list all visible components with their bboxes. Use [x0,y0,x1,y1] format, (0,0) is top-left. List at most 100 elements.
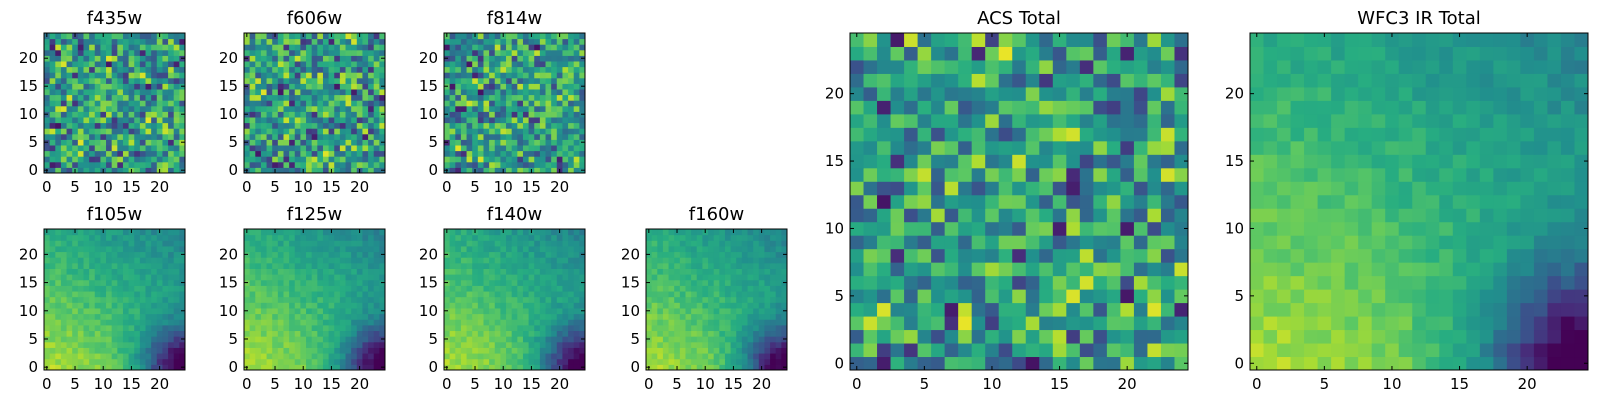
heatmap-cell [522,94,530,101]
heatmap-cell [272,100,279,107]
heatmap-cell [646,234,653,241]
y-tick-label: 0 [228,161,238,179]
heatmap-cell [145,128,152,135]
heatmap-cell [249,302,256,309]
heatmap-cell [362,291,369,298]
heatmap-cell [117,38,124,45]
heatmap-cell [1160,194,1175,209]
heatmap-cell [528,111,535,118]
heatmap-cell [89,262,96,269]
heatmap-cell [958,356,973,371]
heatmap-cell [556,296,563,303]
heatmap-cell [444,61,451,68]
heatmap-cell [674,268,681,275]
heatmap-cell [500,313,507,320]
heatmap-cell [255,240,262,247]
y-tick-label: 10 [19,302,38,320]
heatmap-cell [134,313,141,320]
heatmap-cell [289,285,296,292]
heatmap-cell [283,257,290,264]
heatmap-cell [562,262,569,269]
heatmap-cell [55,117,62,124]
heatmap-cell [455,167,462,174]
heatmap-cell [724,234,732,241]
heatmap-cell [444,133,451,140]
heatmap-cell [122,240,130,247]
heatmap-cell [517,66,524,73]
heatmap-cell [517,353,524,360]
heatmap-cell [322,364,330,371]
heatmap-cell [472,274,479,281]
heatmap-cell [106,302,113,309]
heatmap-cell [83,167,90,174]
heatmap-cell [44,100,51,107]
heatmap-cell [317,302,324,309]
heatmap-cell [506,38,513,45]
heatmap-cell [444,262,451,269]
heatmap-cell [260,251,268,258]
heatmap-cell [283,279,290,286]
heatmap-cell [55,307,62,315]
heatmap-cell [100,240,107,247]
heatmap-cell [339,156,347,163]
heatmap-cell [489,161,496,168]
panel-title: f105w [87,204,142,225]
heatmap-cell [260,268,268,275]
heatmap-cell [49,150,56,157]
heatmap-cell [758,279,765,286]
heatmap-cell [266,66,273,73]
heatmap-cell [724,324,732,332]
heatmap-cell [345,139,352,146]
heatmap-cell [300,100,307,107]
heatmap-cell [472,262,479,269]
heatmap-cell [300,319,307,326]
heatmap-cell [489,117,496,124]
heatmap-cell [173,139,180,146]
heatmap-cell [455,268,462,275]
heatmap-cell [646,245,653,253]
heatmap-cell [460,268,468,275]
heatmap-cell [724,336,732,343]
heatmap-cell [730,291,737,298]
heatmap-cell [94,358,101,365]
heatmap-cell [477,33,484,40]
heatmap-cell [562,279,569,286]
heatmap-cell [449,161,456,168]
heatmap-cell [255,307,262,315]
heatmap-cell [736,274,743,281]
heatmap-cell [49,156,56,163]
heatmap-cell [466,145,473,152]
heatmap-cell [151,83,158,90]
heatmap-cell [494,111,501,118]
heatmap-cell [168,251,175,258]
heatmap-cell [94,38,101,45]
heatmap-cell [173,49,180,56]
heatmap-cell [351,251,358,258]
heatmap-cell [691,229,698,236]
heatmap-cell [708,358,715,365]
heatmap-cell [362,100,369,107]
heatmap-cell [741,268,749,275]
heatmap-cell [306,66,313,73]
heatmap-cell [89,44,96,51]
heatmap-cell [368,341,375,348]
heatmap-cell [500,117,507,124]
heatmap-cell [719,291,726,298]
heatmap-cell [300,251,307,258]
heatmap-cell [708,341,715,348]
heatmap-cell [562,38,569,45]
heatmap-cell [534,61,541,68]
heatmap-cell [455,111,462,118]
heatmap-cell [283,251,290,258]
heatmap-cell [362,55,369,62]
heatmap-cell [55,145,62,152]
heatmap-cell [863,343,878,358]
heatmap-cell [311,330,318,337]
heatmap-cell [719,341,726,348]
heatmap-cell [334,44,341,51]
heatmap-cell [156,94,163,101]
heatmap-cell [494,77,501,84]
heatmap-cell [562,61,569,68]
heatmap-cell [72,150,79,157]
heatmap-cell [506,44,513,51]
